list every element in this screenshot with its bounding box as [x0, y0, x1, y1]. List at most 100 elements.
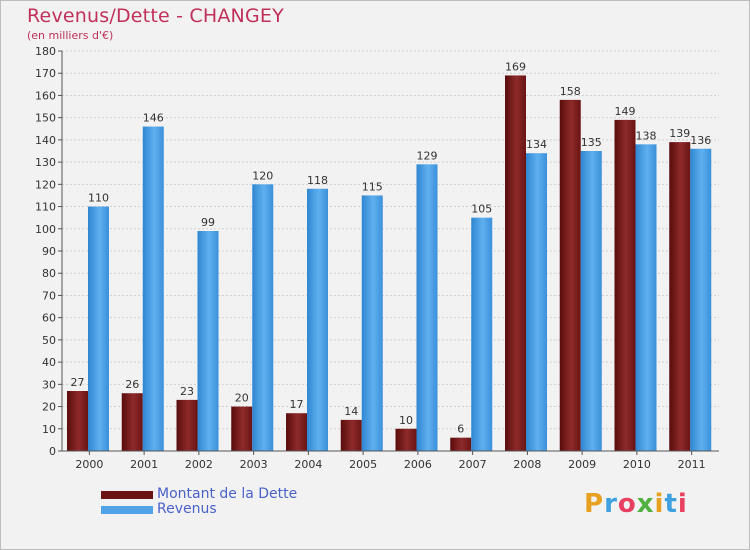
logo-letter: t	[664, 489, 678, 519]
legend-swatch-revenus	[101, 505, 153, 514]
x-tick-label: 2006	[404, 458, 432, 471]
value-label-dette: 10	[399, 414, 413, 427]
y-tick-label: 110	[35, 201, 56, 214]
value-label-revenus: 136	[690, 134, 711, 147]
bar-dette	[395, 428, 417, 451]
bar-dette	[669, 142, 691, 451]
value-label-dette: 17	[290, 398, 304, 411]
y-tick-label: 0	[49, 445, 56, 458]
x-tick-label: 2007	[459, 458, 487, 471]
bar-revenus	[416, 164, 438, 452]
proxiti-logo: Proxiti	[584, 489, 688, 519]
logo-letter: i	[677, 489, 688, 519]
value-label-dette: 27	[71, 376, 85, 389]
x-tick-label: 2008	[513, 458, 541, 471]
bar-revenus	[580, 151, 602, 451]
bar-dette	[450, 437, 472, 451]
value-label-dette: 23	[180, 385, 194, 398]
y-tick-label: 80	[42, 267, 56, 280]
legend-swatch-dette	[101, 490, 153, 499]
bar-revenus	[635, 144, 657, 452]
bar-revenus	[690, 148, 712, 451]
value-label-revenus: 110	[88, 192, 109, 205]
value-label-dette: 14	[344, 405, 358, 418]
bar-revenus	[471, 217, 493, 451]
value-label-revenus: 115	[362, 180, 383, 193]
legend-label-revenus: Revenus	[157, 501, 217, 517]
bars	[67, 75, 712, 452]
x-tick-label: 2010	[623, 458, 651, 471]
value-label-revenus: 146	[143, 112, 164, 125]
value-label-dette: 139	[669, 127, 690, 140]
value-label-revenus: 129	[417, 149, 438, 162]
logo-letter: r	[604, 489, 618, 519]
y-tick-label: 130	[35, 156, 56, 169]
value-label-revenus: 99	[201, 216, 215, 229]
bar-dette	[176, 399, 198, 451]
logo-letter: o	[617, 489, 637, 519]
value-labels: 27 110 26 146 23 99 20 120 17 118 14 115 10 129 6 105 16…	[71, 60, 712, 435]
bar-dette	[286, 413, 307, 451]
chart-title: Revenus/Dette - CHANGEY	[27, 5, 284, 27]
bar-revenus	[526, 153, 547, 451]
x-tick-label: 2000	[75, 458, 103, 471]
chart-unit-label: (en milliers d'€)	[27, 29, 114, 42]
y-tick-label: 120	[35, 178, 56, 191]
bar-dette	[559, 99, 581, 451]
value-label-revenus: 138	[636, 129, 657, 142]
x-tick-label: 2004	[294, 458, 322, 471]
y-tick-label: 100	[35, 223, 56, 236]
x-tick-label: 2002	[185, 458, 213, 471]
bar-revenus	[197, 231, 219, 451]
logo-letter: i	[654, 489, 665, 519]
y-tick-label: 40	[42, 356, 56, 369]
y-tick-label: 160	[35, 89, 56, 102]
x-tick-label: 2005	[349, 458, 377, 471]
y-tick-label: 10	[42, 423, 56, 436]
x-tick-label: 2009	[568, 458, 596, 471]
legend-label-dette: Montant de la Dette	[157, 486, 298, 502]
bar-revenus	[252, 184, 274, 452]
value-label-dette: 26	[125, 378, 139, 391]
legend: Montant de la Dette Revenus	[101, 487, 297, 517]
x-tick-label: 2001	[130, 458, 158, 471]
value-label-dette: 6	[457, 423, 464, 436]
logo-letter: x	[636, 489, 655, 519]
bar-dette	[505, 75, 526, 451]
legend-item-revenus: Revenus	[101, 502, 297, 517]
value-label-dette: 169	[505, 60, 526, 73]
grid-lines	[62, 50, 719, 452]
bar-revenus	[88, 206, 109, 451]
axes: 0 10 20 30 40 50 60 70 80 90 100 110 120 130 140 150 160…	[35, 45, 719, 471]
y-tick-label: 60	[42, 312, 56, 325]
value-label-revenus: 134	[526, 138, 547, 151]
y-tick-label: 140	[35, 134, 56, 147]
bar-revenus	[142, 126, 164, 452]
y-tick-label: 150	[35, 112, 56, 125]
value-label-dette: 20	[235, 392, 249, 405]
bar-dette	[340, 419, 362, 451]
bar-dette	[614, 119, 636, 451]
value-label-revenus: 118	[307, 174, 328, 187]
bar-revenus	[307, 188, 328, 451]
value-label-revenus: 120	[252, 169, 273, 182]
logo-letter: P	[584, 489, 605, 519]
value-label-revenus: 135	[581, 136, 602, 149]
y-tick-label: 180	[35, 45, 56, 58]
value-label-revenus: 105	[471, 203, 492, 216]
y-tick-label: 90	[42, 245, 56, 258]
y-tick-label: 170	[35, 67, 56, 80]
y-tick-label: 50	[42, 334, 56, 347]
bar-dette	[67, 391, 88, 451]
value-label-dette: 158	[560, 85, 581, 98]
x-tick-label: 2003	[240, 458, 268, 471]
value-label-dette: 149	[615, 105, 636, 118]
y-tick-label: 30	[42, 378, 56, 391]
bar-dette	[231, 406, 253, 451]
y-tick-label: 20	[42, 401, 56, 414]
legend-item-dette: Montant de la Dette	[101, 487, 297, 502]
bar-revenus	[361, 195, 383, 451]
bar-dette	[121, 393, 143, 451]
